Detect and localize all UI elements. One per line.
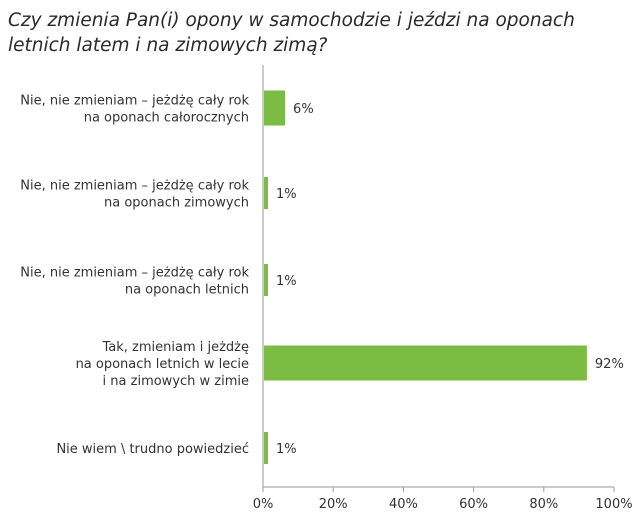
category-label-line: Tak, zmieniam i jeżdżę — [101, 340, 249, 355]
x-tick-label: 20% — [319, 497, 348, 512]
data-label: 6% — [293, 102, 314, 117]
category-label-line: Nie wiem \ trudno powiedzieć — [56, 442, 249, 457]
bar — [264, 177, 268, 209]
x-tick-label: 80% — [529, 497, 558, 512]
data-label: 1% — [276, 442, 297, 457]
category-label-line: Nie, nie zmieniam – jeżdżę cały rok — [20, 179, 249, 194]
bar — [264, 345, 587, 381]
chart-title: Czy zmienia Pan(i) opony w samochodzie i… — [8, 10, 575, 56]
x-tick-label: 60% — [459, 497, 488, 512]
x-tick-label: 40% — [389, 497, 418, 512]
data-label: 1% — [276, 274, 297, 289]
category-label-line: na oponach letnich w lecie — [76, 357, 249, 372]
bar — [264, 432, 268, 464]
x-tick-label: 0% — [253, 497, 274, 512]
category-label: Nie, nie zmieniam – jeżdżę cały rok na op… — [20, 94, 249, 126]
category-label-line: Nie, nie zmieniam – jeżdżę cały rok — [20, 94, 249, 109]
bar — [264, 264, 268, 296]
category-label: Nie wiem \ trudno powiedzieć — [56, 442, 249, 457]
category-label-line: na oponach zimowych — [104, 196, 249, 211]
data-label: 1% — [276, 187, 297, 202]
category-label: Nie, nie zmieniam – jeżdżę cały rok na op… — [20, 266, 249, 298]
category-label: Nie, nie zmieniam – jeżdżę cały rok na op… — [20, 179, 249, 211]
category-label: Tak, zmieniam i jeżdżę na oponach letnich… — [76, 340, 249, 389]
data-label: 92% — [595, 357, 624, 372]
category-label-line: na oponach letnich — [125, 283, 249, 298]
x-tick-label: 100% — [595, 497, 632, 512]
bar — [264, 90, 286, 126]
category-label-line: i na zimowych w zimie — [103, 374, 249, 389]
category-label-line: na oponach całorocznych — [84, 111, 249, 126]
category-label-line: Nie, nie zmieniam – jeżdżę cały rok — [20, 266, 249, 281]
